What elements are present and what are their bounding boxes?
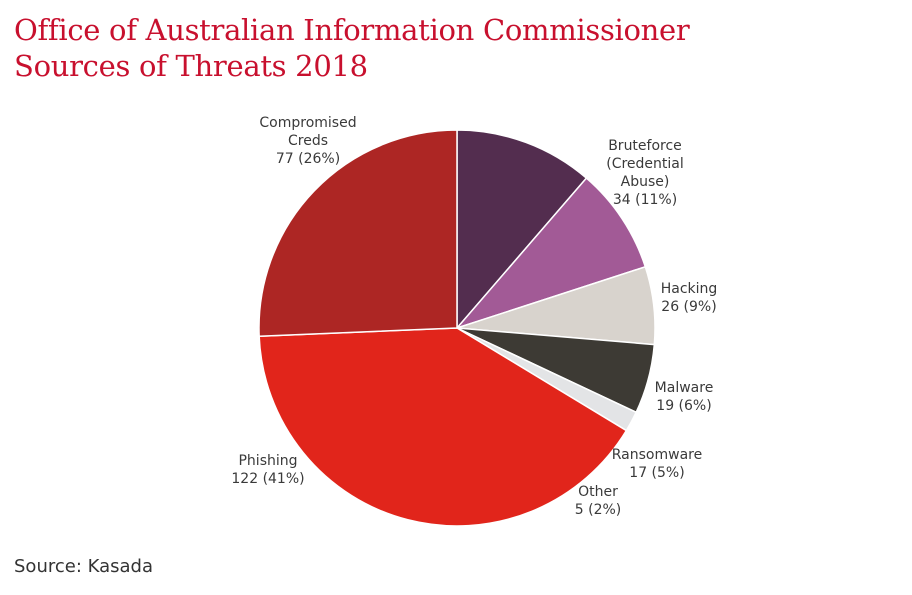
data-label-bruteforce-credential-abuse: Bruteforce (Credential Abuse) 34 (11%) bbox=[606, 138, 684, 208]
data-label-compromised-creds: Compromised Creds 77 (26%) bbox=[259, 115, 356, 167]
pie-slice-phishing bbox=[258, 327, 628, 527]
chart-title-line-2: Sources of Threats 2018 bbox=[14, 49, 368, 83]
chart-title: Office of Australian Information Commiss… bbox=[14, 12, 690, 84]
chart-title-line-1: Office of Australian Information Commiss… bbox=[14, 13, 690, 47]
data-label-hacking: Hacking 26 (9%) bbox=[661, 281, 718, 315]
data-label-phishing: Phishing 122 (41%) bbox=[231, 453, 304, 487]
pie-slice-hacking bbox=[456, 177, 647, 329]
pie-slice-compromised-creds bbox=[258, 129, 458, 338]
source-note: Source: Kasada bbox=[14, 556, 153, 577]
pie-slice-bruteforce-credential-abuse bbox=[456, 129, 588, 329]
data-label-other: Other 5 (2%) bbox=[575, 484, 622, 518]
data-label-ransomware: Ransomware 17 (5%) bbox=[612, 447, 702, 481]
data-label-malware: Malware 19 (6%) bbox=[655, 380, 714, 414]
